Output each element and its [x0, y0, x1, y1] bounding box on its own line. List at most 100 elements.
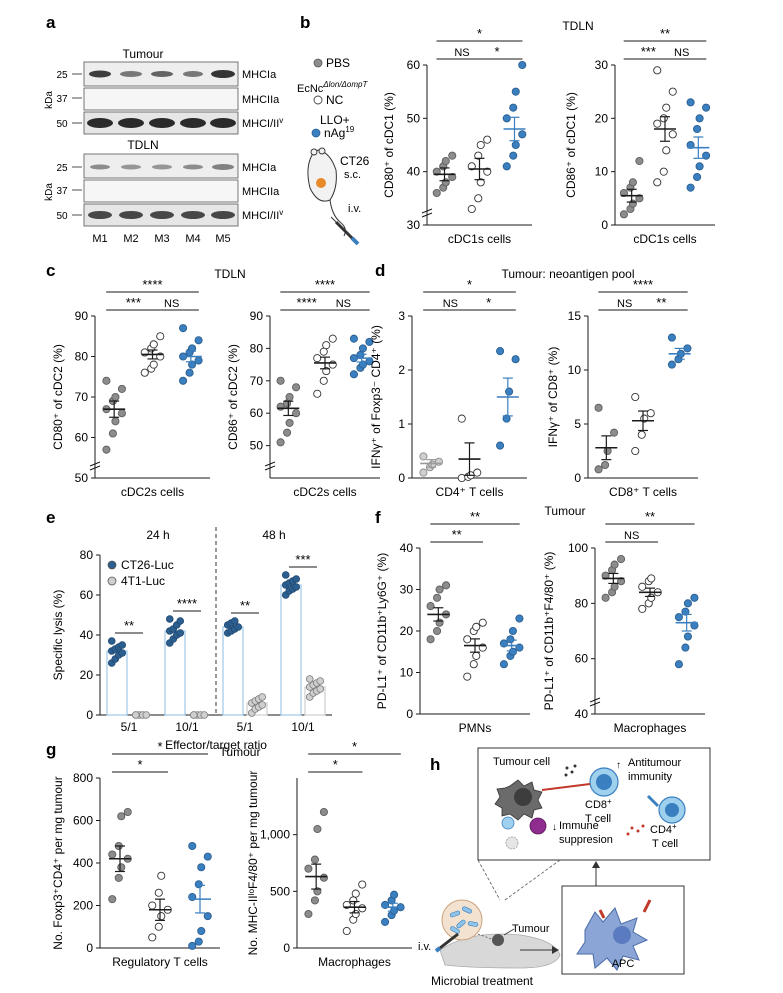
- data-point: [686, 98, 695, 107]
- significance-label: **: [470, 509, 480, 524]
- data-point: [637, 430, 646, 439]
- data-point: [594, 465, 603, 474]
- dashed-connector: [477, 859, 501, 901]
- data-point: [140, 368, 149, 377]
- axis-break: [421, 208, 433, 214]
- y-tick-label: 0: [86, 708, 93, 722]
- data-point: [668, 87, 677, 96]
- data-point: [646, 409, 655, 418]
- axis-break: [589, 701, 601, 707]
- data-point: [476, 140, 485, 150]
- panel-g-title: Tumour: [220, 745, 261, 759]
- data-point: [358, 904, 367, 913]
- y-tick-label: 10: [400, 666, 414, 680]
- data-point: [619, 188, 628, 198]
- data-point: [426, 602, 435, 611]
- significance-label: *: [477, 26, 482, 41]
- data-point: [358, 880, 367, 889]
- kda-marker: 50: [56, 211, 68, 222]
- x-axis-label: CD4⁺ T cells: [436, 485, 504, 499]
- blot-band: [149, 118, 175, 128]
- syringe-plunger: [350, 236, 360, 246]
- data-point: [102, 376, 111, 385]
- data-point: [463, 672, 472, 681]
- data-point: [276, 438, 285, 447]
- data-point: [203, 852, 212, 861]
- data-point: [653, 66, 662, 75]
- immunity-label: immunity: [628, 771, 673, 783]
- data-point: [426, 635, 435, 644]
- data-point: [628, 199, 637, 208]
- data-point: [435, 618, 444, 627]
- significance-label: NS: [336, 298, 351, 310]
- data-point: [292, 575, 301, 583]
- data-point: [653, 178, 662, 187]
- data-point: [149, 340, 158, 349]
- x-axis-label: cDC2s cells: [121, 485, 184, 499]
- y-tick-label: 30: [400, 583, 414, 597]
- cd4-t-cell-nucleus: [665, 803, 679, 817]
- panel-letter-e: e: [46, 508, 55, 527]
- data-point: [188, 344, 197, 353]
- legend-pbs: PBS: [326, 56, 350, 70]
- blot-band: [88, 211, 112, 219]
- legend-nag: nAg19: [324, 125, 355, 140]
- data-point: [635, 194, 644, 203]
- panel-c-title: TDLN: [214, 267, 245, 281]
- bacterium: [467, 921, 479, 927]
- arrow-right-icon: [552, 946, 559, 954]
- x-axis-label: CD8⁺ T cells: [609, 485, 677, 499]
- data-point: [432, 167, 441, 176]
- blot-strip: [83, 87, 239, 111]
- data-point: [185, 368, 194, 377]
- y-tick-label: 90: [250, 309, 264, 323]
- data-point: [432, 188, 441, 198]
- blot-band: [210, 118, 236, 128]
- iv-label: i.v.: [418, 941, 431, 953]
- y-tick-label: 80: [75, 350, 89, 364]
- tumour-label: Tumour: [512, 923, 550, 935]
- x-axis-label: cDC1s cells: [633, 232, 696, 246]
- significance-label: **: [240, 598, 250, 613]
- y-tick-label: 15: [568, 309, 582, 323]
- mouse-ear: [318, 147, 326, 155]
- y-tick-label: 80: [250, 341, 264, 355]
- tcr-synapse: [541, 783, 591, 791]
- blot-band: [211, 70, 235, 78]
- data-point: [349, 896, 358, 905]
- data-point: [518, 60, 527, 70]
- data-point: [518, 130, 527, 139]
- significance-label: **: [660, 26, 670, 41]
- x-tick-label: 5/1: [237, 720, 254, 734]
- y-axis-label: PD-L1⁺ of CD11b⁺Ly6G⁺ (%): [375, 553, 389, 709]
- apc-label: APC: [612, 958, 635, 970]
- y-tick-label: 70: [250, 374, 264, 388]
- data-point: [683, 599, 692, 608]
- blot-strip: [83, 153, 239, 179]
- data-point: [690, 621, 699, 630]
- data-point: [194, 336, 203, 345]
- significance-label: ****: [177, 596, 197, 611]
- blot-title-tdln: TDLN: [127, 138, 158, 152]
- data-point: [693, 172, 702, 182]
- data-point: [457, 473, 466, 483]
- significance-label: ***: [126, 295, 141, 310]
- data-point: [499, 660, 508, 669]
- data-point: [313, 354, 322, 363]
- legend-marker: [107, 560, 117, 570]
- panel-f-title: Tumour: [545, 504, 586, 518]
- t-cell-label: T cell: [585, 813, 611, 825]
- data-point: [601, 593, 610, 602]
- data-point: [683, 344, 692, 353]
- tumour-cell-graphic: [494, 779, 543, 821]
- significance-label: *: [467, 277, 472, 292]
- tumour-spot: [492, 934, 504, 946]
- data-point: [154, 922, 163, 931]
- panel-letter-g: g: [46, 740, 56, 759]
- y-tick-label: 40: [80, 628, 94, 642]
- data-point: [111, 417, 120, 426]
- blot-row-label: MHCIa: [242, 162, 277, 174]
- significance-label: ***: [641, 44, 656, 59]
- y-tick-label: 200: [73, 899, 93, 913]
